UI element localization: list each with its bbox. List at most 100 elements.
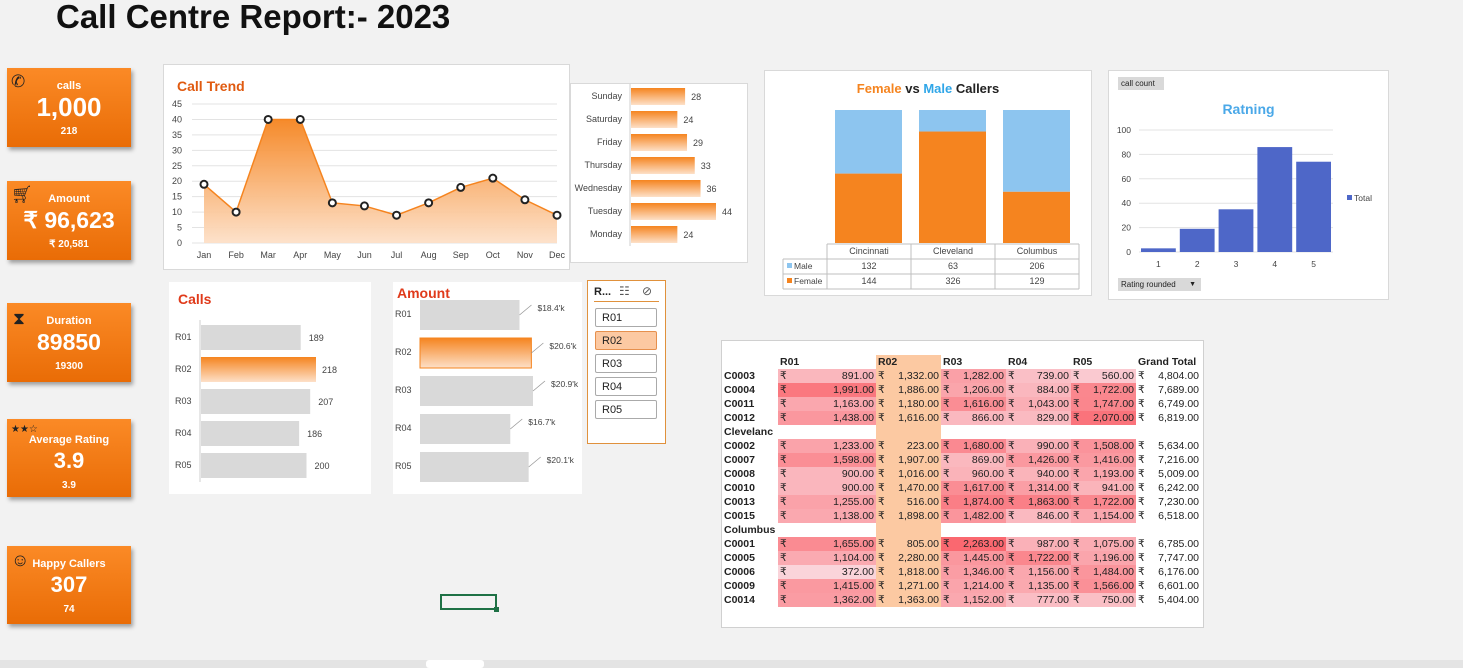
table-cell: ₹1,886.00 [876,383,941,397]
kpi-label: Duration [46,315,92,327]
bar [201,325,301,350]
field-button-call-count[interactable]: call count [1118,77,1164,90]
bar [201,421,300,446]
slicer-item-r04[interactable]: R04 [595,377,657,396]
row-label: C0011 [724,398,755,410]
table-cell [941,523,1006,537]
table-cell [876,425,941,439]
multi-select-icon[interactable]: ☷ [619,284,630,298]
table-cell: ₹1,196.00 [1071,551,1136,565]
table-cell: ₹739.00 [1006,369,1071,383]
bar [201,357,316,382]
kpi-label: Amount [48,193,90,205]
scrollbar-thumb[interactable] [426,660,484,668]
table-cell: ₹987.00 [1006,537,1071,551]
data-label: 24 [683,115,693,125]
kpi-amount-card[interactable]: 🛒︎ Amount ₹ 96,623 ₹ 20,581 [7,181,131,260]
bar [201,453,307,478]
bar [631,134,688,151]
y-tick-label: 25 [172,161,182,171]
chart-title: Call Trend [177,78,245,94]
calls-chart[interactable]: Calls R01 189 R02 218 R03 207 R04 186 R05 200 [169,282,371,494]
table-cell: ₹1,138.00 [778,509,876,523]
group-row: Columbus [722,523,1201,537]
column-header: R01 [780,356,800,368]
table-cell: ₹1,898.00 [876,509,941,523]
table-cell: ₹1,075.00 [1071,537,1136,551]
data-label-female: 326 [945,276,960,286]
table-cell: ₹1,747.00 [1071,397,1136,411]
table-cell: ₹1,680.00 [941,439,1006,453]
kpi-calls-card[interactable]: ✆ calls 1,000 218 [7,68,131,147]
slicer-item-r03[interactable]: R03 [595,354,657,373]
x-tick-label: Oct [486,250,501,260]
gender-chart[interactable]: Female vs Male Callers Cincinnati 132 144 C… [764,70,1092,296]
table-cell: ₹940.00 [1006,467,1071,481]
slicer-item-r02[interactable]: R02 [595,331,657,350]
gender-plot: Cincinnati 132 144 Cleveland 63 326 Columbus 20… [782,110,1080,290]
row-label: C0013 [724,496,755,508]
kpi-sub: 74 [63,604,75,615]
axis-button-rating-rounded[interactable]: Rating rounded ▼ [1118,278,1201,291]
table-cell: ₹1,482.00 [941,509,1006,523]
table-cell: ₹6,819.00 [1138,412,1199,424]
table-cell: ₹2,263.00 [941,537,1006,551]
kpi-rating-card[interactable]: ★★☆ Average Rating 3.9 3.9 [7,419,131,497]
category-label: Cincinnati [849,246,889,256]
kpi-happy-callers-card[interactable]: ☺ Happy Callers 307 74 [7,546,131,624]
bar [1257,147,1293,252]
data-point [552,210,562,220]
slicer-item-r05[interactable]: R05 [595,400,657,419]
pivot-table[interactable]: R01 R02 R03 R04 R05 Grand Total C0003 ₹891.00 ₹… [721,340,1204,628]
table-cell: ₹7,747.00 [1138,552,1199,564]
amount-chart[interactable]: Amount R01 $18.4'k R02 $20.6'k R03 $20.9'k R04… [393,282,582,494]
selected-cell[interactable] [440,594,497,610]
data-label-male: 63 [948,261,958,271]
row-label: C0001 [724,538,755,550]
bar [1179,228,1215,252]
data-label: $20.1'k [547,455,575,465]
table-cell: ₹1,214.00 [941,579,1006,593]
table-cell: ₹1,616.00 [876,411,941,425]
row-label: Clevelanc [724,426,774,438]
slicer-item-r01[interactable]: R01 [595,308,657,327]
category-label: Cleveland [933,246,973,256]
table-row: C0006 ₹372.00 ₹1,818.00 ₹1,346.00 ₹1,156.00 ₹… [722,565,1201,579]
table-cell: ₹1,135.00 [1006,579,1071,593]
kpi-duration-card[interactable]: ⧗ Duration 89850 19300 [7,303,131,382]
leader-line [532,380,546,392]
row-label: C0014 [724,594,755,606]
title-vs: vs [905,81,920,96]
kpi-sub: 218 [60,126,78,137]
bar [1141,248,1176,252]
legend-swatch [1347,195,1352,200]
table-cell: ₹7,689.00 [1138,384,1199,396]
kpi-value: 1,000 [36,92,102,122]
rating-chart[interactable]: call count Ratning 100 80 60 40 20 0 1 2 3 4 5 Tota… [1108,70,1389,300]
data-label: $18.4'k [537,303,565,313]
table-cell: ₹891.00 [778,369,876,383]
category-label: Columbus [1017,246,1058,256]
weekday-chart[interactable]: Sunday 28 Saturday 24 Friday 29 Thursday 33 Wedn… [570,83,748,263]
data-label-female: 144 [861,276,876,286]
table-cell: ₹750.00 [1071,593,1136,607]
category-label: Friday [597,137,623,147]
table-cell: ₹1,193.00 [1071,467,1136,481]
call-trend-chart[interactable]: Call Trend 45 40 35 30 25 20 15 10 5 0 Jan Feb Mar Ap… [163,64,570,270]
table-cell: ₹2,070.00 [1071,411,1136,425]
column-header: R05 [1073,356,1093,368]
table-cell: ₹6,601.00 [1138,580,1199,592]
region-slicer[interactable]: R... ☷ ⊘ R01 R02 R03 R04 R05 [587,280,666,444]
table-cell [1006,523,1071,537]
table-row: C0008 ₹900.00 ₹1,016.00 ₹960.00 ₹940.00 ₹1,19… [722,467,1201,481]
table-cell: ₹1,438.00 [778,411,876,425]
table-cell: ₹1,416.00 [1071,453,1136,467]
horizontal-scrollbar[interactable] [0,660,1463,668]
table-row: C0014 ₹1,362.00 ₹1,363.00 ₹1,152.00 ₹777.00 ₹… [722,593,1201,607]
clear-filter-icon[interactable]: ⊘ [642,284,653,298]
table-row: C0007 ₹1,598.00 ₹1,907.00 ₹869.00 ₹1,426.00 ₹… [722,453,1201,467]
fill-handle[interactable] [494,607,499,612]
leader-line [528,456,541,468]
kpi-sub: 3.9 [62,480,76,491]
data-point [520,195,530,205]
